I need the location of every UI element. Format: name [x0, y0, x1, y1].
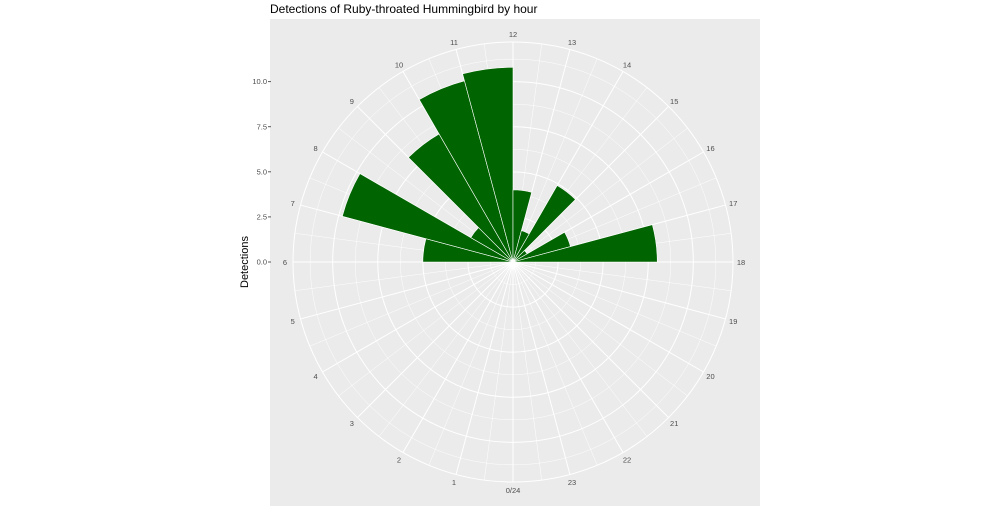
- hour-tick-label: 13: [568, 38, 576, 47]
- detection-tick-label: 7.5: [257, 122, 267, 131]
- hour-tick-label: 5: [291, 317, 295, 326]
- hour-tick-label: 8: [313, 144, 317, 153]
- grid-spoke-minor: [512, 127, 688, 263]
- hour-tick-label: 20: [706, 372, 714, 381]
- grid-spoke: [512, 261, 571, 475]
- grid-spoke: [512, 261, 704, 373]
- hour-tick-label: 9: [350, 97, 354, 106]
- hour-tick-labels: 0/24123456789101112131415161718192021222…: [283, 30, 745, 495]
- detection-tick-label: 0.0: [257, 258, 267, 267]
- grid-spoke-minor: [484, 261, 514, 481]
- grid-spoke: [455, 261, 514, 475]
- y-axis-title: Detections: [239, 236, 251, 288]
- grid-spoke-minor: [512, 261, 732, 291]
- grid-spoke-minor: [512, 261, 688, 397]
- bar-hour-17: [512, 224, 658, 263]
- bar-hour-14: [512, 185, 576, 263]
- detection-tick-label: 10.0: [252, 77, 267, 86]
- grid-spoke-minor: [512, 261, 648, 437]
- bar-hour-11: [462, 66, 514, 263]
- grid-spoke-minor: [512, 58, 598, 263]
- hour-tick-label: 18: [737, 258, 745, 267]
- grid-spoke: [512, 261, 624, 453]
- chart-title: Detections of Ruby-throated Hummingbird …: [270, 2, 537, 16]
- grid-spoke-minor: [378, 261, 514, 437]
- grid-spoke: [402, 261, 514, 453]
- hour-tick-label: 15: [670, 97, 678, 106]
- hour-tick-label: 21: [670, 419, 678, 428]
- grid-spoke-minor: [309, 261, 514, 347]
- hour-tick-label: 19: [729, 317, 737, 326]
- hour-tick-label: 12: [509, 30, 517, 39]
- bars: [341, 66, 658, 263]
- hour-tick-label: 2: [397, 455, 401, 464]
- hour-tick-label: 22: [623, 455, 631, 464]
- grid-spoke: [512, 261, 669, 418]
- hour-tick-label: 0/24: [506, 486, 521, 495]
- hour-tick-label: 6: [283, 258, 287, 267]
- grid-spoke: [357, 261, 514, 418]
- grid-spoke-minor: [512, 261, 717, 347]
- hour-tick-label: 4: [313, 372, 317, 381]
- grid-spoke: [322, 261, 514, 373]
- detection-tick-labels: 0.0 2.5 5.0 7.5 10.0: [252, 77, 271, 267]
- hour-tick-label: 16: [706, 144, 714, 153]
- grid-spoke: [512, 261, 726, 320]
- detection-tick-label: 2.5: [257, 212, 267, 221]
- grid-spoke-minor: [294, 261, 514, 291]
- hour-tick-label: 23: [568, 478, 576, 487]
- grid-spoke-minor: [428, 261, 514, 466]
- hour-tick-label: 3: [350, 419, 354, 428]
- grid-spoke-minor: [512, 261, 598, 466]
- hour-tick-label: 17: [729, 199, 737, 208]
- hour-tick-label: 11: [450, 38, 458, 47]
- hour-tick-label: 1: [452, 478, 456, 487]
- hour-tick-label: 10: [395, 61, 403, 70]
- hour-tick-label: 7: [291, 199, 295, 208]
- hour-tick-label: 14: [623, 61, 631, 70]
- bar-hour-7: [341, 173, 514, 263]
- detection-tick-label: 5.0: [257, 167, 267, 176]
- grid-spoke-minor: [512, 261, 542, 481]
- grid-spoke: [300, 261, 514, 320]
- grid-spoke-minor: [338, 261, 514, 397]
